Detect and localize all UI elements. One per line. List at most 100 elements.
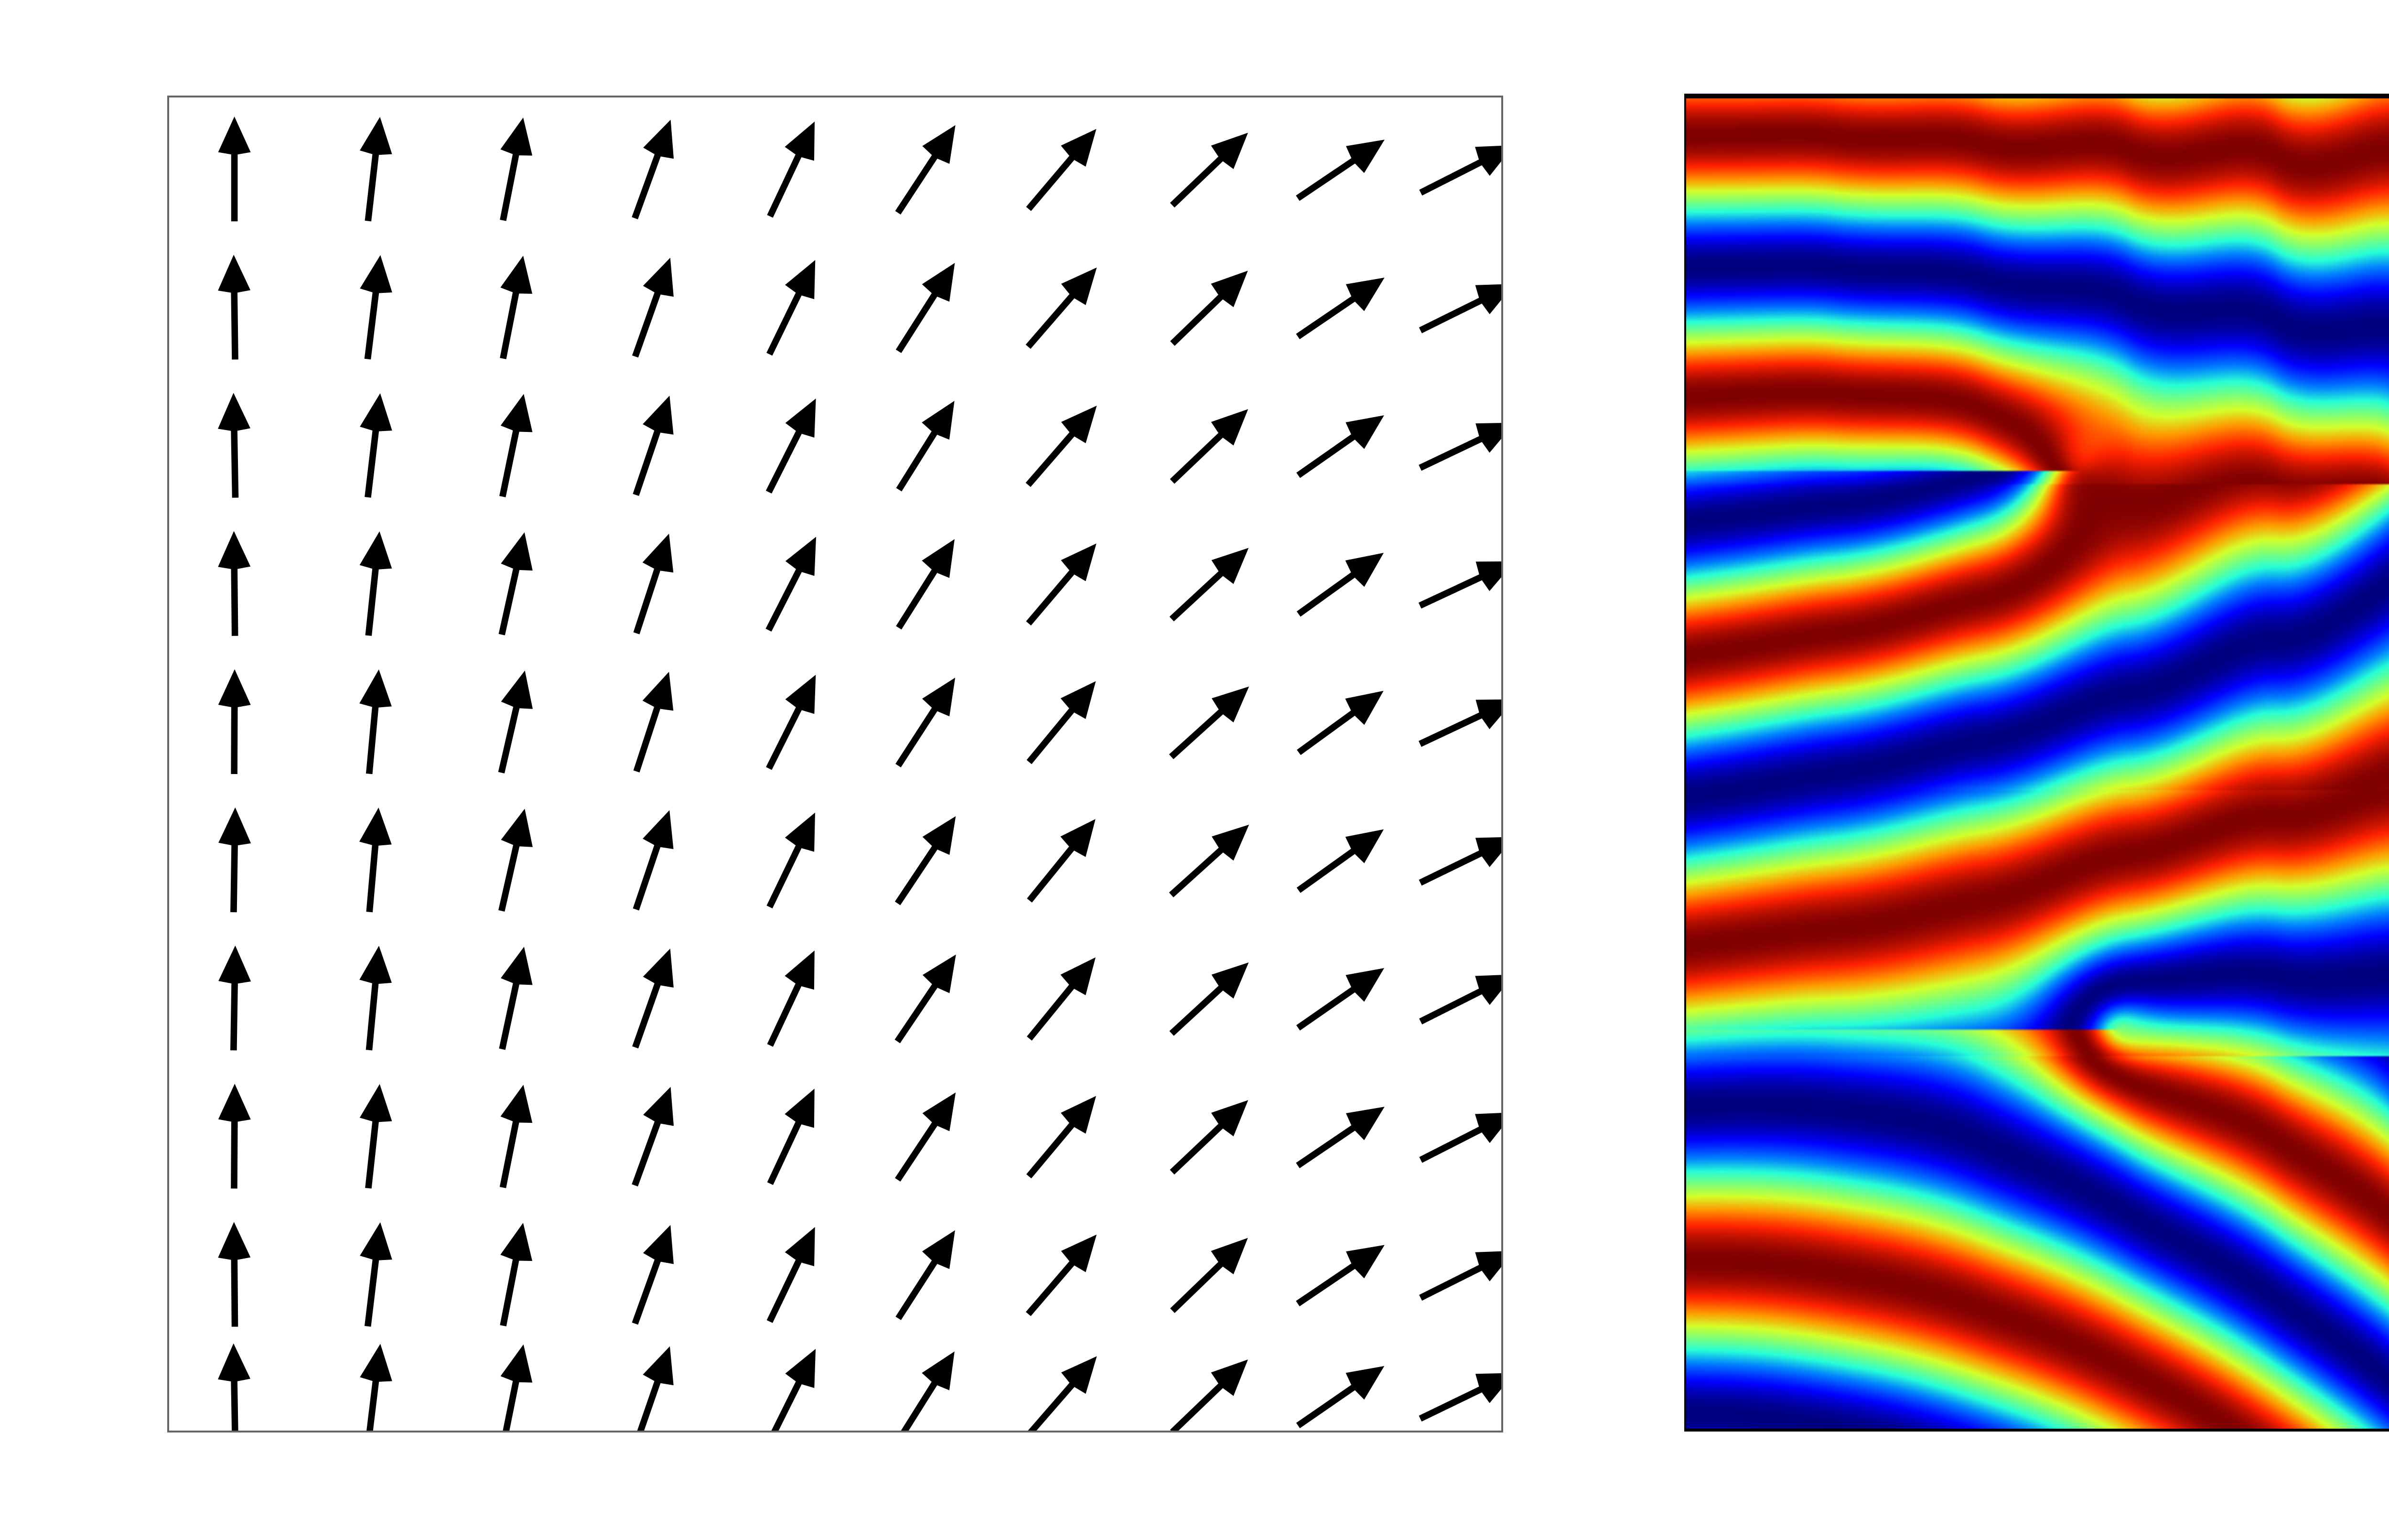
quiver-arrow: [896, 539, 955, 630]
quiver-arrow: [218, 531, 251, 636]
quiver-arrow: [1026, 681, 1096, 765]
quiver-arrow: [1170, 1359, 1248, 1431]
quiver-arrow: [218, 807, 251, 913]
quiver-arrow: [500, 117, 533, 221]
quiver-arrow: [895, 1092, 956, 1182]
quiver-arrow: [360, 1222, 392, 1327]
quiver-arrow: [1296, 278, 1385, 340]
quiver-arrow: [498, 532, 533, 635]
quiver-arrow: [499, 1085, 533, 1188]
quiver-arrow: [1419, 1251, 1501, 1301]
quiver-arrow: [1296, 829, 1384, 893]
quiver-arrow: [218, 116, 251, 222]
quiver-arrow: [1419, 1113, 1501, 1163]
quiver-arrow: [1170, 270, 1248, 346]
quiver-arrow: [1418, 561, 1501, 609]
quiver-arrow: [499, 947, 533, 1050]
quiver-arrow: [1026, 543, 1097, 626]
quiver-arrow: [499, 394, 533, 497]
quiver-arrow: [1025, 1234, 1097, 1316]
quiver-arrow: [360, 393, 392, 498]
quiver-arrow: [1027, 957, 1096, 1041]
quiver-arrow: [1296, 1366, 1385, 1429]
quiver-arrow: [1296, 1107, 1385, 1168]
quiver-arrow: [895, 678, 956, 767]
quiver-panel: [167, 96, 1503, 1432]
stripe-field-canvas: [1686, 98, 2389, 1429]
quiver-arrow: [633, 671, 674, 773]
quiver-arrow: [766, 675, 816, 770]
quiver-arrow: [896, 400, 955, 492]
quiver-arrow: [498, 808, 533, 912]
quiver-arrow: [218, 1084, 251, 1189]
quiver-plot-svg: [218, 116, 1501, 1431]
quiver-arrow: [767, 950, 815, 1047]
quiver-arrow: [633, 810, 674, 911]
quiver-arrow: [632, 948, 674, 1049]
quiver-arrow: [766, 1227, 815, 1323]
quiver-arrow: [1170, 1100, 1248, 1175]
quiver-arrow: [218, 669, 251, 774]
quiver-arrow: [766, 260, 816, 356]
quiver-arrow: [218, 393, 251, 498]
quiver-arrow: [218, 945, 251, 1051]
quiver-arrow: [360, 1344, 392, 1431]
quiver-arrow: [1025, 406, 1097, 487]
quiver-arrow: [1419, 837, 1501, 886]
quiver-arrow: [894, 816, 956, 905]
quiver-arrow: [771, 1349, 816, 1431]
quiver-arrow: [1419, 423, 1501, 471]
quiver-arrow: [765, 398, 816, 494]
quiver-arrow: [359, 531, 392, 636]
quiver-arrow: [766, 812, 815, 909]
quiver-arrow: [359, 946, 392, 1051]
quiver-arrow: [1419, 146, 1501, 196]
quiver-arrow: [637, 1346, 674, 1431]
quiver-arrow: [632, 1225, 674, 1325]
quiver-arrow: [1296, 553, 1384, 617]
quiver-arrow: [500, 256, 533, 359]
quiver-arrow: [1169, 548, 1249, 622]
quiver-arrow: [1297, 690, 1384, 755]
quiver-arrow: [895, 1230, 955, 1320]
quiver-arrow: [633, 396, 674, 496]
quiver-arrow: [1296, 415, 1384, 478]
quiver-arrow: [500, 1223, 533, 1326]
quiver-arrow: [767, 121, 815, 218]
quiver-arrow: [498, 670, 533, 774]
quiver-arrow: [1169, 962, 1249, 1036]
quiver-arrow: [632, 258, 674, 358]
quiver-arrow: [359, 117, 392, 222]
quiver-arrow: [633, 533, 674, 635]
quiver-arrow: [632, 119, 674, 219]
quiver-arrow: [218, 255, 251, 360]
quiver-arrow: [218, 1343, 251, 1431]
quiver-arrow: [1296, 968, 1385, 1031]
quiver-arrow: [500, 1344, 533, 1431]
quiver-arrow: [1170, 1238, 1248, 1313]
stripe-field-panel: [1684, 94, 2389, 1432]
quiver-arrow: [1419, 975, 1501, 1024]
quiver-arrow: [894, 954, 956, 1044]
quiver-arrow: [1419, 284, 1501, 334]
quiver-arrow: [1170, 132, 1248, 208]
quiver-arrow: [1025, 267, 1097, 349]
quiver-arrow: [359, 1084, 392, 1189]
quiver-arrow: [895, 263, 955, 353]
quiver-arrow: [901, 1351, 955, 1431]
quiver-arrow: [1296, 1245, 1385, 1306]
quiver-arrow: [1169, 824, 1249, 897]
quiver-arrow: [767, 1088, 815, 1185]
quiver-arrow: [895, 125, 956, 215]
quiver-arrow: [1028, 1356, 1097, 1431]
quiver-arrow: [1027, 819, 1096, 903]
quiver-arrow: [1026, 1096, 1097, 1179]
quiver-arrow: [359, 808, 392, 913]
quiver-arrow: [765, 537, 817, 632]
quiver-arrow: [1419, 699, 1501, 747]
quiver-arrow: [1419, 1373, 1501, 1422]
quiver-arrow: [1026, 129, 1097, 211]
quiver-arrow: [632, 1087, 674, 1187]
quiver-arrow: [1169, 686, 1249, 759]
